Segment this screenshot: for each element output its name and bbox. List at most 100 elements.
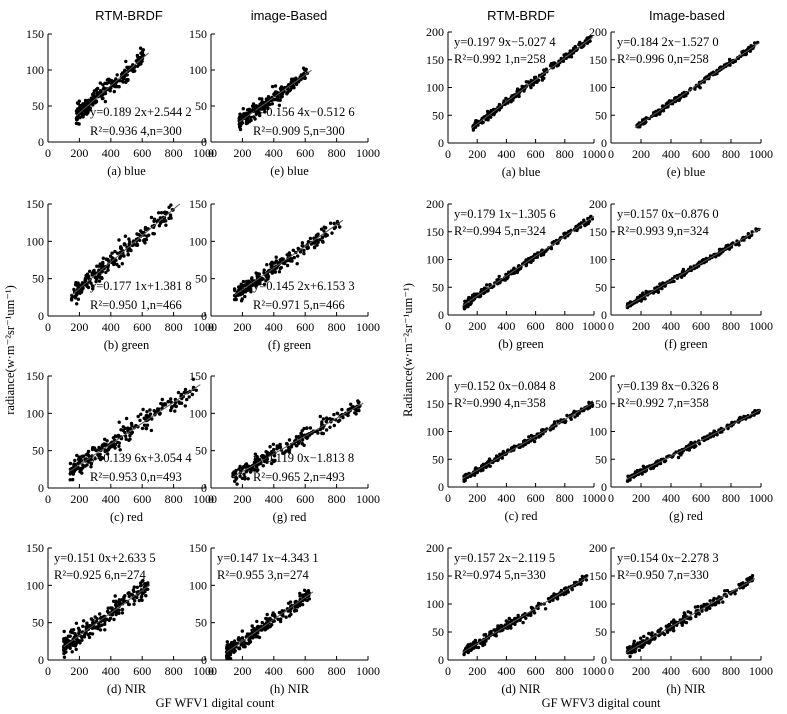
data-point bbox=[274, 255, 278, 259]
regression-equation: y=0.154 0x−2.278 3 bbox=[617, 551, 719, 565]
data-point bbox=[106, 448, 111, 452]
data-point bbox=[739, 582, 743, 586]
data-point bbox=[81, 466, 85, 470]
data-point bbox=[300, 602, 305, 607]
y-tick-label: 150 bbox=[189, 369, 207, 383]
data-point bbox=[298, 603, 302, 608]
data-point bbox=[89, 461, 94, 466]
data-point bbox=[307, 597, 311, 601]
regression-equation: y=0.145 2x+6.153 3 bbox=[253, 279, 355, 293]
data-point bbox=[332, 221, 336, 226]
data-point bbox=[81, 286, 85, 290]
data-point bbox=[285, 92, 289, 96]
data-point bbox=[81, 624, 85, 628]
x-tick-label: 600 bbox=[296, 146, 314, 160]
data-point bbox=[259, 454, 264, 458]
x-tick-label: 600 bbox=[133, 146, 151, 160]
y-tick-label: 0 bbox=[438, 136, 444, 150]
panel-caption: (a) blue bbox=[502, 165, 541, 179]
data-point bbox=[692, 445, 696, 449]
data-point bbox=[535, 80, 539, 85]
regression-stats: R²=0.971 5,n=466 bbox=[253, 298, 345, 312]
data-point bbox=[254, 112, 258, 116]
y-tick-label: 50 bbox=[432, 625, 444, 639]
data-point bbox=[105, 609, 110, 614]
data-point bbox=[489, 108, 493, 113]
data-point bbox=[737, 416, 742, 420]
data-point bbox=[149, 215, 154, 220]
data-point bbox=[103, 622, 107, 626]
x-tick-label: 200 bbox=[632, 319, 650, 333]
data-point bbox=[644, 289, 648, 294]
panel-caption: (g) red bbox=[273, 510, 307, 524]
data-point bbox=[76, 457, 81, 462]
regression-line bbox=[75, 52, 149, 117]
data-point bbox=[83, 464, 87, 468]
data-point bbox=[240, 297, 244, 301]
data-point bbox=[157, 412, 162, 416]
data-point bbox=[120, 607, 125, 612]
data-point bbox=[503, 278, 507, 282]
x-tick-label: 200 bbox=[70, 664, 88, 678]
data-point bbox=[117, 608, 121, 612]
data-point bbox=[300, 438, 305, 442]
data-point bbox=[338, 225, 342, 229]
data-point bbox=[689, 440, 693, 445]
data-point bbox=[237, 116, 241, 120]
data-point bbox=[271, 442, 276, 446]
data-point bbox=[524, 616, 528, 620]
data-point bbox=[129, 248, 133, 253]
data-point bbox=[291, 248, 295, 252]
data-point bbox=[140, 230, 144, 235]
data-point bbox=[80, 281, 85, 285]
data-point bbox=[100, 276, 104, 281]
x-tick-label: 400 bbox=[102, 320, 120, 334]
data-point bbox=[564, 52, 568, 56]
data-point bbox=[285, 253, 289, 257]
panel-caption: (e) blue bbox=[667, 165, 706, 179]
data-point bbox=[237, 467, 241, 471]
data-point bbox=[632, 642, 636, 646]
data-point bbox=[286, 601, 291, 605]
data-point bbox=[251, 115, 256, 119]
x-tick-label: 1000 bbox=[356, 320, 380, 334]
data-point bbox=[105, 78, 110, 82]
data-point bbox=[312, 245, 317, 249]
data-point bbox=[251, 104, 255, 108]
data-point bbox=[573, 415, 577, 419]
data-point bbox=[120, 262, 125, 266]
data-point bbox=[258, 279, 262, 283]
data-point bbox=[524, 263, 528, 268]
data-point bbox=[183, 404, 187, 408]
data-point bbox=[66, 634, 71, 638]
data-point bbox=[177, 400, 182, 405]
y-tick-label: 100 bbox=[589, 81, 607, 95]
data-point bbox=[680, 275, 684, 279]
data-point bbox=[238, 464, 242, 469]
y-tick-label: 50 bbox=[595, 452, 607, 466]
x-tick-label: 800 bbox=[328, 492, 346, 506]
data-point bbox=[95, 617, 99, 621]
data-point bbox=[170, 405, 174, 409]
data-point bbox=[297, 439, 301, 443]
data-point bbox=[124, 416, 129, 421]
data-point bbox=[305, 436, 309, 440]
data-point bbox=[130, 430, 134, 434]
x-tick-label: 600 bbox=[296, 664, 314, 678]
data-point bbox=[529, 433, 534, 438]
data-point bbox=[106, 259, 111, 263]
data-point bbox=[467, 295, 471, 300]
data-point bbox=[354, 412, 358, 416]
x-tick-label: 400 bbox=[265, 664, 283, 678]
data-point bbox=[293, 608, 297, 612]
data-point bbox=[118, 448, 122, 452]
header-wfv1-rtm: RTM-BRDF bbox=[95, 8, 163, 23]
data-point bbox=[270, 84, 275, 89]
x-tick-label: 0 bbox=[45, 664, 51, 678]
data-point bbox=[127, 242, 131, 246]
data-point bbox=[95, 92, 99, 96]
data-point bbox=[108, 89, 112, 93]
data-point bbox=[642, 634, 646, 639]
data-point bbox=[232, 640, 236, 644]
